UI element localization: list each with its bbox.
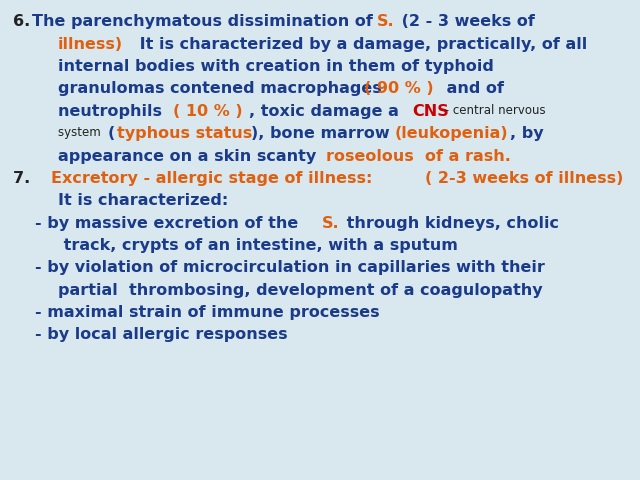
Text: ), bone marrow: ), bone marrow xyxy=(251,126,395,141)
Text: - maximal strain of immune processes: - maximal strain of immune processes xyxy=(35,305,379,320)
Text: S.: S. xyxy=(322,216,340,231)
Text: ( 2-3 weeks of illness): ( 2-3 weeks of illness) xyxy=(425,171,623,186)
Text: roseolous  of a rash.: roseolous of a rash. xyxy=(326,149,511,164)
Text: Excretory - allergic stage of illness:: Excretory - allergic stage of illness: xyxy=(51,171,378,186)
Text: ( 10 % ): ( 10 % ) xyxy=(173,104,242,119)
Text: (leukopenia): (leukopenia) xyxy=(395,126,508,141)
Text: S.: S. xyxy=(377,14,395,29)
Text: It is characterized:: It is characterized: xyxy=(58,193,228,208)
Text: (2 - 3 weeks of: (2 - 3 weeks of xyxy=(396,14,535,29)
Text: internal bodies with creation in them of typhoid: internal bodies with creation in them of… xyxy=(58,59,493,74)
Text: granulomas contened macrophages: granulomas contened macrophages xyxy=(58,82,387,96)
Text: - by local allergic responses: - by local allergic responses xyxy=(35,327,287,342)
Text: - by violation of microcirculation in capillaries with their: - by violation of microcirculation in ca… xyxy=(35,260,545,276)
Text: track, crypts of an intestine, with a sputum: track, crypts of an intestine, with a sp… xyxy=(58,238,458,253)
Text: 7.: 7. xyxy=(13,171,42,186)
Text: - central nervous: - central nervous xyxy=(441,104,545,117)
Text: appearance on a skin scanty: appearance on a skin scanty xyxy=(58,149,321,164)
Text: typhous status: typhous status xyxy=(116,126,252,141)
Text: - by massive excretion of the: - by massive excretion of the xyxy=(35,216,303,231)
Text: and of: and of xyxy=(441,82,504,96)
Text: partial  thrombosing, development of a coagulopathy: partial thrombosing, development of a co… xyxy=(58,283,542,298)
Text: system: system xyxy=(58,126,104,139)
Text: through kidneys, cholic: through kidneys, cholic xyxy=(341,216,559,231)
Text: (: ( xyxy=(107,126,115,141)
Text: 6.: 6. xyxy=(13,14,30,29)
Text: neutrophils: neutrophils xyxy=(58,104,167,119)
Text: , by: , by xyxy=(509,126,543,141)
Text: The parenchymatous dissimination of: The parenchymatous dissimination of xyxy=(32,14,378,29)
Text: , toxic damage a: , toxic damage a xyxy=(249,104,404,119)
Text: It is characterized by a damage, practically, of all: It is characterized by a damage, practic… xyxy=(134,37,588,52)
Text: ( 90 % ): ( 90 % ) xyxy=(364,82,434,96)
Text: CNS: CNS xyxy=(412,104,449,119)
Text: illness): illness) xyxy=(58,37,123,52)
